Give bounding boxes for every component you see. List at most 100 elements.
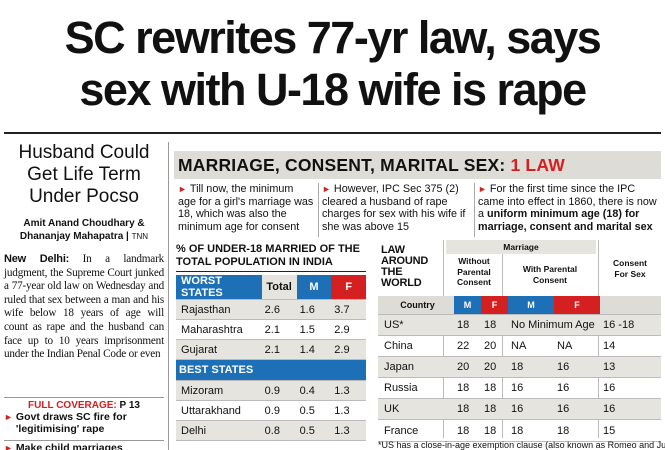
related-story[interactable]: ► Govt draws SC fire for 'legitimising' r…: [4, 411, 164, 435]
worst-states-header: WORST STATES: [176, 275, 262, 300]
cell-f: 18: [481, 398, 508, 421]
table-row: Maharashtra 2.1 1.5 2.9: [176, 319, 366, 340]
header-line: Consent: [457, 277, 491, 287]
column-divider: [168, 142, 169, 450]
law-table-title: LAW AROUND THE WORLD: [381, 245, 441, 289]
cell-pf: NA: [554, 335, 600, 357]
cell-consent: 16 -18: [600, 314, 661, 336]
triangle-bullet-icon: ►: [322, 184, 331, 194]
fact-text: However, IPC Sec 375 (2) cleared a husba…: [322, 183, 466, 233]
footnote: *US has a close-in-age exemption clause …: [378, 440, 665, 450]
subhead: Husband Could Get Life Term Under Pocso: [4, 142, 164, 208]
table-row: Uttarakhand 0.9 0.5 1.3: [176, 400, 366, 421]
cell-total: 2.6: [261, 299, 297, 320]
cell-f: 2.9: [331, 339, 366, 360]
cell-f: 1.3: [331, 420, 366, 441]
headline-line-2: sex with U-18 wife is rape: [79, 64, 587, 115]
table-row: Delhi 0.8 0.5 1.3: [176, 420, 366, 441]
fact-text: For the first time since the IPC came in…: [478, 183, 657, 221]
law-title-line: AROUND: [381, 255, 429, 267]
cell-total: 2.1: [261, 339, 297, 360]
fact-divider: [318, 183, 319, 237]
cell-f: 18: [481, 314, 508, 336]
triangle-bullet-icon: ►: [4, 443, 13, 450]
cell-m: 1.5: [296, 319, 332, 340]
cell-total: 0.8: [261, 420, 297, 441]
section-title-accent: 1 LAW: [510, 155, 565, 175]
top-rule: [4, 132, 661, 134]
table-row: UK 18 18 16 16 16: [378, 398, 661, 421]
table-row: France 18 18 18 18 15: [378, 419, 661, 442]
cell-pf: 16: [554, 356, 600, 379]
fact-divider: [474, 183, 475, 237]
table-row: Mizoram 0.9 0.4 1.3: [176, 380, 366, 401]
state-name: Uttarakhand: [176, 400, 262, 421]
byline-agency: TNN: [131, 232, 149, 241]
full-coverage-page: P 13: [119, 400, 140, 411]
law-title-line: WORLD: [381, 277, 422, 289]
related-story[interactable]: ► Make child marriages: [4, 440, 164, 450]
table-section-row: BEST STATES: [176, 359, 366, 381]
table-header-row: WORST STATES Total M F: [176, 275, 366, 300]
cell-m: 18: [454, 419, 481, 442]
sidebar-column: Husband Could Get Life Term Under Pocso …: [4, 142, 164, 362]
state-table-title: % OF UNDER-18 MARRIED OF THE TOTAL POPUL…: [176, 243, 366, 272]
cell-total: 2.1: [261, 319, 297, 340]
cell-pm: 16: [508, 377, 554, 400]
country-name: China: [378, 335, 454, 357]
table-row: China 22 20 NA NA 14: [378, 335, 661, 357]
col-m: M: [454, 296, 481, 315]
related-stories: ► Govt draws SC fire for 'legitimising' r…: [4, 411, 164, 450]
header-line: Consent: [533, 274, 567, 285]
fact-text: Till now, the minimum age for a girl's m…: [178, 183, 314, 233]
country-name: UK: [378, 398, 454, 421]
fact-item: ► For the first time since the IPC came i…: [478, 183, 661, 233]
with-consent-header: With Parental Consent: [504, 264, 596, 285]
related-story-text: Make child marriages: [15, 442, 123, 450]
triangle-bullet-icon: ►: [4, 412, 13, 422]
table-row: Gujarat 2.1 1.4 2.9: [176, 339, 366, 360]
cell-pf: 18: [554, 419, 600, 442]
col-total: Total: [261, 275, 297, 300]
headline: SC rewrites 77-yr law, says sex with U-1…: [0, 12, 665, 116]
section-title-text: MARRIAGE, CONSENT, MARITAL SEX:: [178, 155, 506, 175]
table-row: Russia 18 18 16 16 16: [378, 377, 661, 400]
cell-total: 0.9: [261, 400, 297, 421]
cell-parental: No Minimum Age: [508, 314, 600, 336]
header-line: For Sex: [614, 268, 646, 279]
cell-f: 18: [481, 419, 508, 442]
cell-m: 18: [454, 398, 481, 421]
article-text: In a landmark judgment, the Supreme Cour…: [4, 253, 164, 361]
cell-f: 1.3: [331, 380, 366, 401]
country-name: Russia: [378, 377, 454, 400]
state-name: Maharashtra: [176, 319, 262, 340]
byline-authors-2: Dhananjay Mahapatra: [19, 231, 124, 242]
without-consent-header: Without Parental Consent: [446, 256, 502, 288]
cell-f: 3.7: [331, 299, 366, 320]
cell-pm: NA: [508, 335, 554, 357]
country-name: France: [378, 419, 454, 442]
full-coverage-link[interactable]: FULL COVERAGE: P 13: [4, 397, 164, 411]
related-story-text: Govt draws SC fire for 'legitimising' ra…: [15, 411, 127, 435]
marriage-header: Marriage: [446, 240, 596, 254]
header-line: Consent: [613, 258, 647, 268]
cell-consent: 14: [600, 335, 661, 357]
byline-authors-1: Amit Anand Choudhary &: [23, 218, 145, 229]
state-name: Mizoram: [176, 380, 262, 401]
cell-m: 1.6: [296, 299, 332, 320]
cell-m: 0.4: [296, 380, 332, 401]
table-row: Rajasthan 2.6 1.6 3.7: [176, 299, 366, 320]
cell-pm: 18: [508, 356, 554, 379]
cell-consent: 16: [600, 377, 661, 400]
cell-m: 18: [454, 314, 481, 336]
cell-consent: 16: [600, 398, 661, 421]
cell-m: 0.5: [296, 400, 332, 421]
state-name: Delhi: [176, 420, 262, 441]
fact-item: ► However, IPC Sec 375 (2) cleared a husb…: [322, 183, 470, 233]
fact-bold-text: uniform minimum age (18) for marriage, c…: [478, 208, 653, 233]
cell-total: 0.9: [261, 380, 297, 401]
state-table: WORST STATES Total M F Rajasthan 2.6 1.6 3.…: [176, 275, 366, 441]
cell-pm: 18: [508, 419, 554, 442]
header-line: With Parental: [522, 264, 578, 274]
cell-f: 1.3: [331, 400, 366, 421]
